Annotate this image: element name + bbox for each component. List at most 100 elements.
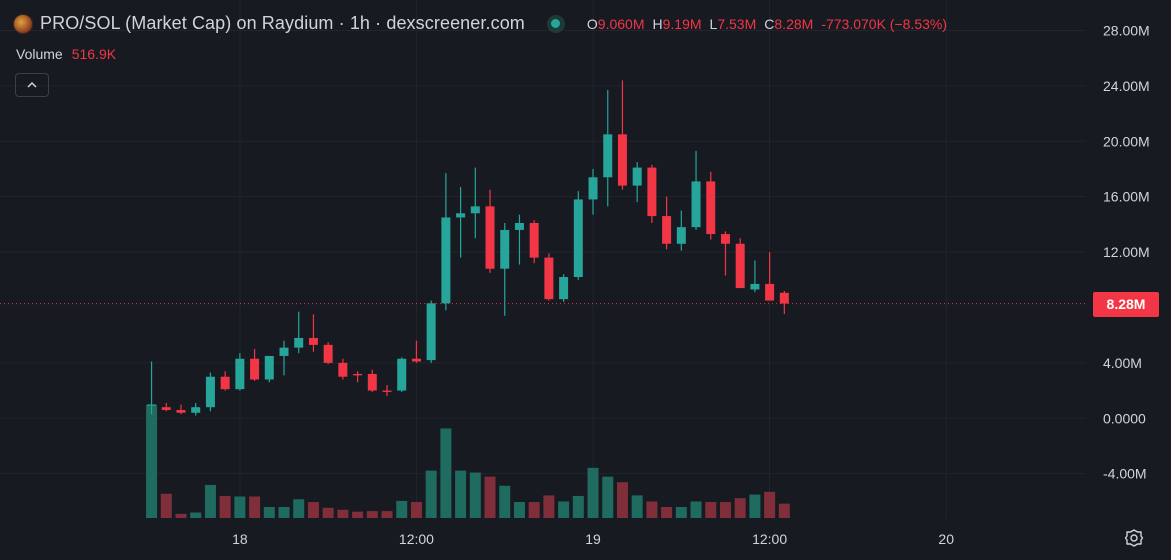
volume-bar <box>734 498 746 518</box>
volume-bar <box>631 495 643 518</box>
candle-body <box>647 167 657 217</box>
ohlc-readout: O 9.060M H 9.19M L 7.53M C 8.28M -773.070K (… <box>587 16 955 32</box>
candle-body <box>205 376 215 408</box>
volume-bar <box>440 428 452 518</box>
volume-bar <box>366 511 378 518</box>
volume-bar <box>469 472 481 518</box>
ohlc-close-key: C <box>764 15 775 32</box>
x-tick-label: 18 <box>232 531 248 547</box>
candle-body <box>338 362 348 377</box>
volume-value: 516.9K <box>71 46 117 62</box>
candle-body <box>485 206 495 269</box>
ohlc-change-value: -773.070K (−8.53%) <box>821 15 948 32</box>
volume-bar <box>307 502 319 518</box>
volume-label: Volume <box>16 46 63 62</box>
y-tick-label: 20.00M <box>1103 133 1150 149</box>
candle-body <box>323 344 333 363</box>
ohlc-low-key: L <box>709 15 718 32</box>
volume-bar <box>293 499 305 518</box>
status-dot-icon <box>546 14 565 33</box>
volume-bar <box>381 511 393 518</box>
volume-bar <box>749 494 761 518</box>
y-tick-label: 12.00M <box>1103 244 1150 260</box>
volume-bar <box>278 506 290 518</box>
candle-body <box>765 283 775 301</box>
volume-bar <box>352 511 364 518</box>
volume-bar <box>602 476 614 518</box>
volume-bar <box>425 470 437 518</box>
candle-body <box>411 358 421 362</box>
candle-body <box>662 216 672 244</box>
candle-body <box>470 206 480 214</box>
volume-bar <box>322 507 334 518</box>
candle-body <box>279 347 289 356</box>
chart-title: PRO/SOL (Market Cap) on Raydium · 1h · d… <box>40 13 525 33</box>
candle-body <box>441 217 451 304</box>
candle-body <box>264 355 274 380</box>
volume-bar <box>572 495 584 518</box>
candle-body <box>382 390 392 392</box>
volume-bar <box>513 502 525 518</box>
volume-bar <box>719 502 731 518</box>
volume-bar <box>234 496 246 518</box>
volume-bar <box>661 506 673 518</box>
chart-header: PRO/SOL (Market Cap) on Raydium · 1h · d… <box>14 13 955 34</box>
volume-bar <box>646 501 658 518</box>
y-tick-label: -4.00M <box>1103 466 1147 482</box>
candle-body <box>220 376 230 390</box>
y-tick-label: 24.00M <box>1103 78 1150 94</box>
volume-bar <box>675 506 687 518</box>
volume-legend: Volume 516.9K <box>16 46 116 62</box>
volume-bar <box>410 502 422 518</box>
ohlc-high-value: 9.19M <box>662 15 702 32</box>
volume-bar <box>249 496 261 518</box>
volume-bar <box>219 495 231 518</box>
last-price-label: 8.28M <box>1093 291 1159 317</box>
collapse-legend-button[interactable] <box>15 73 49 97</box>
chevron-up-icon <box>27 81 37 88</box>
volume-bar <box>190 512 202 518</box>
gear-icon[interactable] <box>1124 528 1144 548</box>
volume-bar <box>528 502 540 518</box>
ohlc-high-key: H <box>652 15 663 32</box>
volume-bar <box>778 503 790 518</box>
candle-body <box>308 337 318 345</box>
volume-bar <box>690 501 702 518</box>
ohlc-close-value: 8.28M <box>774 15 814 32</box>
candle-body <box>176 409 186 413</box>
candle-body <box>147 404 157 406</box>
volume-bar <box>616 482 628 518</box>
candle-body <box>559 277 569 300</box>
volume-bar <box>455 470 467 518</box>
candle-body <box>676 227 686 244</box>
volume-bar <box>160 493 172 518</box>
candle-body <box>720 234 730 244</box>
volume-bar <box>396 500 408 518</box>
candle-body <box>573 199 583 278</box>
volume-bar <box>764 491 776 518</box>
volume-bar <box>175 513 187 518</box>
volume-bar <box>543 495 555 518</box>
candle-body <box>191 407 201 413</box>
ohlc-open-value: 9.060M <box>597 15 645 32</box>
candle-body <box>397 358 407 391</box>
candle-body <box>691 181 701 228</box>
candle-body <box>161 407 171 410</box>
ohlc-open-key: O <box>586 15 598 32</box>
volume-bar <box>146 405 158 518</box>
candle-body <box>735 243 745 289</box>
y-tick-label: 28.00M <box>1103 22 1150 38</box>
candle-body <box>294 337 304 348</box>
volume-bar <box>499 485 511 518</box>
volume-bar <box>263 506 275 518</box>
candle-body <box>617 134 627 186</box>
x-tick-label: 12:00 <box>752 531 787 547</box>
candle-body <box>367 373 377 391</box>
volume-bar <box>484 476 496 518</box>
candle-body <box>529 222 539 258</box>
candle-body <box>588 177 598 200</box>
volume-bar <box>558 501 570 518</box>
candle-body <box>250 358 260 380</box>
